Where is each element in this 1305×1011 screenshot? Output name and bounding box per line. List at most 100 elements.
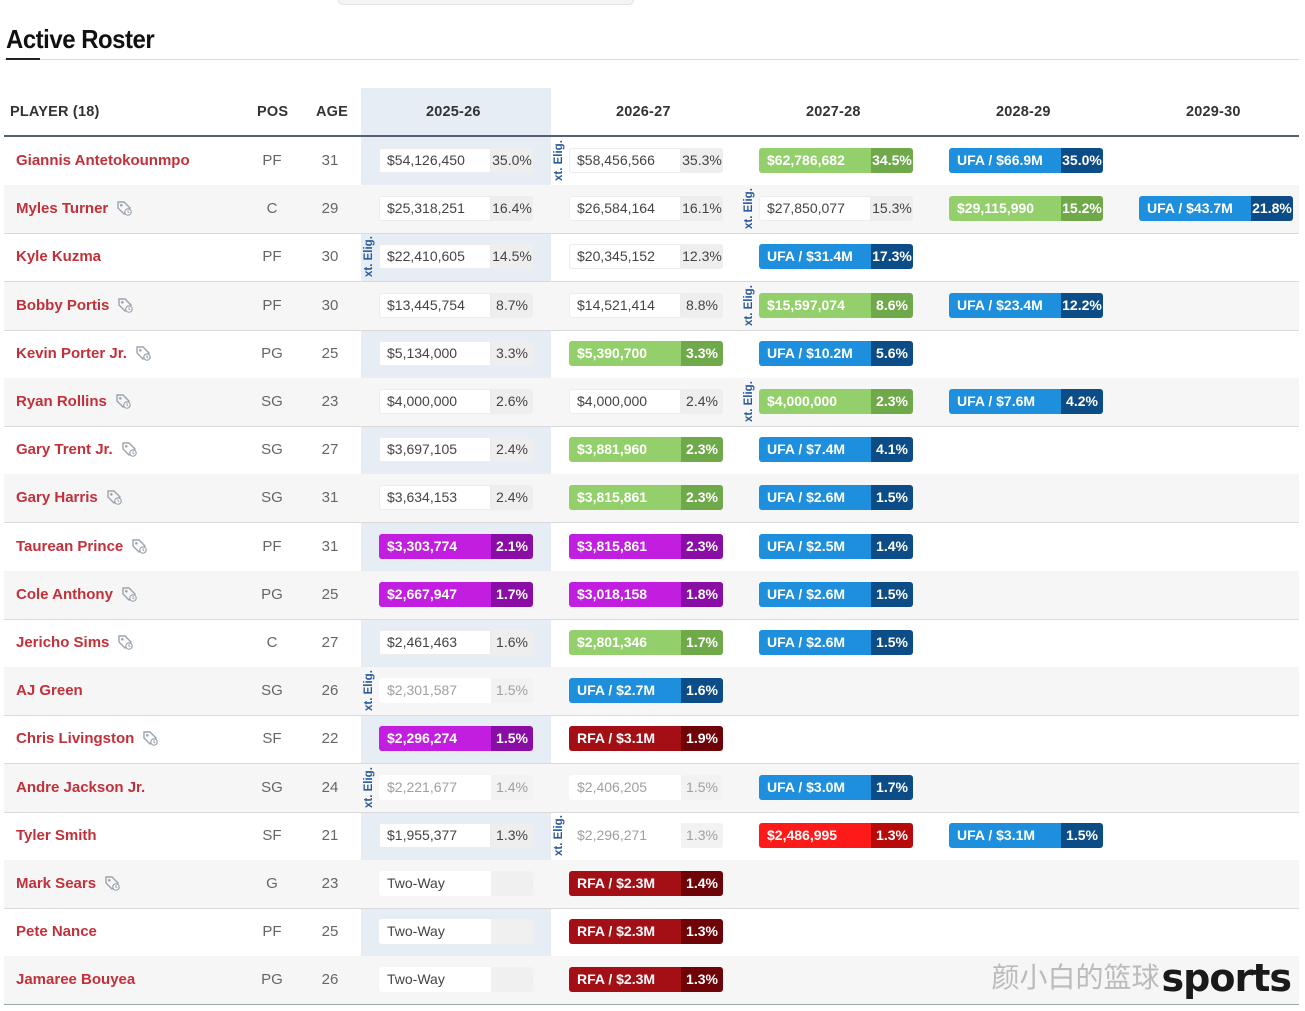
salary-cell-ufa[interactable]: UFA / $31.4M 17.3% xyxy=(759,244,913,270)
header-pos[interactable]: POS xyxy=(257,104,289,120)
player-name-link[interactable]: Giannis Antetokounmpo xyxy=(16,152,190,169)
salary-cell-rfa[interactable]: RFA / $2.3M 1.4% xyxy=(569,871,723,896)
player-name-link[interactable]: Andre Jackson Jr. xyxy=(16,779,145,796)
salary-cell-gtd[interactable]: $14,521,414 8.8% xyxy=(569,292,723,318)
salary-cell-ufa[interactable]: UFA / $66.9M 35.0% xyxy=(949,148,1103,173)
salary-cell-gtd[interactable]: $26,584,164 16.1% xyxy=(569,196,723,222)
salary-cell-gtd[interactable]: $4,000,000 2.6% xyxy=(379,389,533,414)
player-name-link[interactable]: Cole Anthony xyxy=(16,586,137,603)
player-name-link[interactable]: Gary Harris xyxy=(16,489,122,506)
salary-cell-non[interactable]: $2,406,205 1.5% xyxy=(569,774,723,800)
salary-cell-non[interactable]: $2,301,587 1.5% xyxy=(379,678,533,704)
salary-cell-gtd[interactable]: $4,000,000 2.4% xyxy=(569,389,723,414)
salary-cell-team[interactable]: $62,786,682 34.5% xyxy=(759,148,913,173)
salary-cell-gtd[interactable]: $5,134,000 3.3% xyxy=(379,340,533,366)
salary-cell-rfa[interactable]: RFA / $3.1M 1.9% xyxy=(569,726,723,752)
contract-tag-icon[interactable] xyxy=(142,730,159,747)
player-name-link[interactable]: Tyler Smith xyxy=(16,827,97,844)
contract-tag-icon[interactable] xyxy=(131,538,148,554)
salary-cell-gtd[interactable]: $3,634,153 2.4% xyxy=(379,485,533,511)
salary-cell-gtd[interactable]: $13,445,754 8.7% xyxy=(379,292,533,318)
salary-cell-team[interactable]: $3,815,861 2.3% xyxy=(569,485,723,511)
salary-amount: $4,000,000 xyxy=(759,389,871,414)
top-tab-stub xyxy=(338,0,634,5)
header-season-2026-27[interactable]: 2026-27 xyxy=(616,104,671,120)
contract-tag-icon[interactable] xyxy=(117,297,134,313)
salary-cell-rfa[interactable]: RFA / $2.3M 1.3% xyxy=(569,919,723,945)
salary-cell-gtd[interactable]: $27,850,077 15.3% xyxy=(759,196,913,222)
salary-cell-gtd[interactable]: $54,126,450 35.0% xyxy=(379,148,533,173)
salary-cell-tq[interactable]: $2,667,947 1.7% xyxy=(379,581,533,607)
contract-tag-icon[interactable] xyxy=(121,586,137,602)
salary-amount: UFA / $7.4M xyxy=(759,437,871,463)
contract-tag-icon[interactable] xyxy=(115,393,131,409)
salary-cell-non[interactable]: $2,221,677 1.4% xyxy=(379,774,533,800)
salary-cell-team[interactable]: $15,597,074 8.6% xyxy=(759,292,913,318)
player-name-link[interactable]: Mark Sears xyxy=(16,875,120,892)
player-name-link[interactable]: AJ Green xyxy=(16,682,83,699)
header-season-2027-28[interactable]: 2027-28 xyxy=(806,104,861,120)
contract-tag-icon[interactable] xyxy=(106,489,122,506)
salary-cell-gtd[interactable]: $25,318,251 16.4% xyxy=(379,196,533,222)
salary-amount: $27,850,077 xyxy=(759,196,871,222)
salary-cell-rfa[interactable]: RFA / $2.3M 1.3% xyxy=(569,967,723,993)
salary-cell-ufa[interactable]: UFA / $43.7M 21.8% xyxy=(1139,196,1293,222)
salary-cell-gtd[interactable]: $58,456,566 35.3% xyxy=(569,148,723,173)
player-name-link[interactable]: Jamaree Bouyea xyxy=(16,971,135,988)
salary-cell-ufa[interactable]: UFA / $7.4M 4.1% xyxy=(759,437,913,463)
salary-cell-gtd[interactable]: $20,345,152 12.3% xyxy=(569,244,723,270)
salary-cell-team[interactable]: $29,115,990 15.2% xyxy=(949,196,1103,222)
salary-cell-team[interactable]: $5,390,700 3.3% xyxy=(569,340,723,366)
salary-cell-ufa[interactable]: UFA / $2.6M 1.5% xyxy=(759,485,913,511)
salary-cell-two[interactable]: Two-Way xyxy=(379,871,533,896)
player-name-link[interactable]: Pete Nance xyxy=(16,923,97,940)
salary-cell-ufa[interactable]: UFA / $7.6M 4.2% xyxy=(949,389,1103,414)
salary-cell-ufa[interactable]: UFA / $2.6M 1.5% xyxy=(759,630,913,655)
salary-cell-gtd[interactable]: $22,410,605 14.5% xyxy=(379,244,533,270)
contract-tag-icon[interactable] xyxy=(116,200,133,216)
salary-cell-gtd[interactable]: $2,461,463 1.6% xyxy=(379,630,533,655)
salary-cell-two[interactable]: Two-Way xyxy=(379,919,533,945)
salary-cell-team[interactable]: $4,000,000 2.3% xyxy=(759,389,913,414)
player-name: Jericho Sims xyxy=(16,634,110,651)
salary-cell-ufa[interactable]: UFA / $10.2M 5.6% xyxy=(759,340,913,366)
contract-tag-icon[interactable] xyxy=(135,345,151,361)
player-name-link[interactable]: Myles Turner xyxy=(16,200,133,217)
header-age[interactable]: AGE xyxy=(316,104,349,120)
salary-cell-tq[interactable]: $3,303,774 2.1% xyxy=(379,533,533,559)
player-name-link[interactable]: Chris Livingston xyxy=(16,730,159,747)
salary-cell-gtd[interactable]: $1,955,377 1.3% xyxy=(379,822,533,848)
salary-cell-ufa[interactable]: UFA / $3.0M 1.7% xyxy=(759,774,913,800)
player-name-link[interactable]: Bobby Portis xyxy=(16,297,134,314)
header-player[interactable]: PLAYER (18) xyxy=(10,104,100,120)
player-name-link[interactable]: Taurean Prince xyxy=(16,538,148,555)
player-position: PF xyxy=(262,537,282,555)
salary-cell-ufa[interactable]: UFA / $2.7M 1.6% xyxy=(569,678,723,704)
header-season-2025-26[interactable]: 2025-26 xyxy=(426,104,481,120)
salary-cell-ufa[interactable]: UFA / $2.5M 1.4% xyxy=(759,533,913,559)
player-name-link[interactable]: Kevin Porter Jr. xyxy=(16,345,151,362)
header-season-2029-30[interactable]: 2029-30 xyxy=(1186,104,1241,120)
salary-cell-ufa[interactable]: UFA / $2.6M 1.5% xyxy=(759,581,913,607)
player-name-link[interactable]: Kyle Kuzma xyxy=(16,248,101,265)
salary-cell-ufa[interactable]: UFA / $3.1M 1.5% xyxy=(949,822,1103,848)
contract-tag-icon[interactable] xyxy=(104,875,120,891)
salary-cell-team[interactable]: $3,881,960 2.3% xyxy=(569,437,723,463)
salary-cell-tq[interactable]: $3,018,158 1.8% xyxy=(569,581,723,607)
salary-cell-gtd[interactable]: $3,697,105 2.4% xyxy=(379,437,533,463)
salary-cell-non[interactable]: $2,296,271 1.3% xyxy=(569,822,723,848)
salary-cell-tq[interactable]: $3,815,861 2.3% xyxy=(569,533,723,559)
contract-tag-icon[interactable] xyxy=(121,441,137,457)
header-season-2028-29[interactable]: 2028-29 xyxy=(996,104,1051,120)
salary-cell-two[interactable]: Two-Way xyxy=(379,967,533,993)
salary-cell-tq[interactable]: $2,296,274 1.5% xyxy=(379,726,533,752)
cap-percentage: 1.6% xyxy=(491,630,533,655)
player-name-link[interactable]: Ryan Rollins xyxy=(16,393,131,410)
cap-percentage: 1.4% xyxy=(491,774,533,800)
salary-cell-ufa[interactable]: UFA / $23.4M 12.2% xyxy=(949,292,1103,318)
player-name-link[interactable]: Gary Trent Jr. xyxy=(16,441,137,458)
salary-cell-ply[interactable]: $2,486,995 1.3% xyxy=(759,822,913,848)
player-name-link[interactable]: Jericho Sims xyxy=(16,634,134,651)
contract-tag-icon[interactable] xyxy=(117,634,134,650)
salary-cell-team[interactable]: $2,801,346 1.7% xyxy=(569,630,723,655)
